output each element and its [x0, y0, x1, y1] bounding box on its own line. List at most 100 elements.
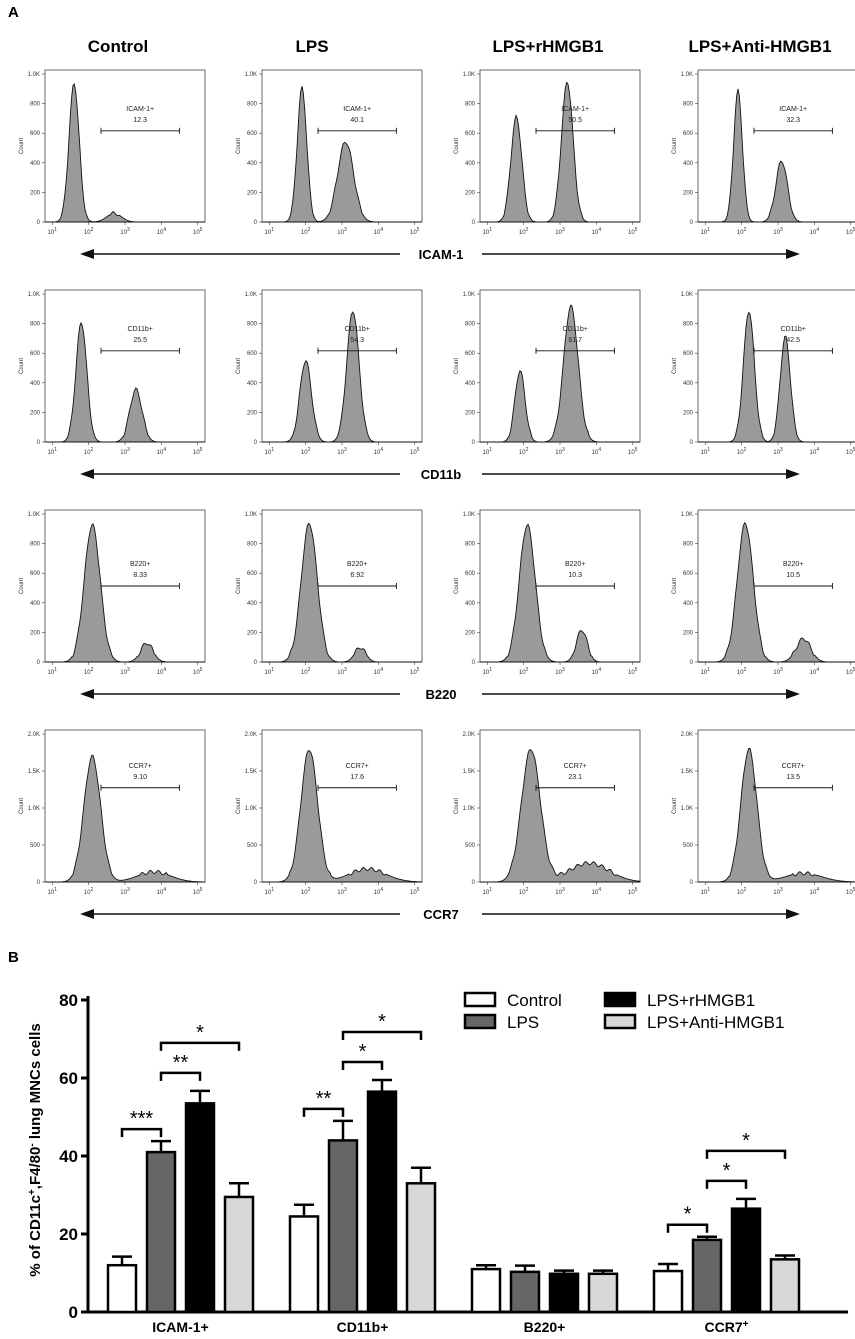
y-tick-label: 800	[30, 322, 41, 328]
y-tick-label: 600	[683, 351, 694, 357]
y-tick-label: 0	[690, 220, 694, 226]
arrow-head-left	[80, 909, 94, 919]
y-tick-label: 800	[247, 542, 258, 548]
arrow-head-left	[80, 249, 94, 259]
gate-value: 23.1	[568, 774, 582, 781]
y-tick-label: 200	[247, 190, 258, 196]
gate-value: 25.5	[133, 337, 147, 344]
x-tick-label: 101	[48, 667, 58, 676]
x-tick-label: 103	[773, 667, 783, 676]
y-tick-label: 60	[59, 1069, 78, 1088]
significance-label: *	[378, 1011, 386, 1033]
x-tick-label: 102	[301, 447, 311, 456]
histogram-curve	[698, 748, 855, 883]
y-tick-label: 2.0K	[28, 732, 40, 738]
x-tick-label: 102	[519, 227, 529, 236]
y-tick-label: 0	[472, 220, 476, 226]
histogram-curve	[262, 311, 422, 443]
y-tick-label: 1.0K	[463, 72, 475, 78]
x-tick-label: 101	[701, 887, 711, 896]
y-tick-label: 200	[465, 410, 476, 416]
x-tick-label: 104	[374, 447, 384, 456]
gate-label: CD11b+	[128, 326, 153, 333]
histogram-curve	[45, 523, 205, 663]
significance-label: *	[196, 1022, 204, 1044]
y-tick-label: 0	[37, 220, 41, 226]
y-tick-label: 0	[690, 880, 694, 886]
x-tick-label: 105	[846, 447, 855, 456]
bar-chart-panel: 0 20 40 60 80 % of CD11c+,F4/80- lung MNCs ce…	[27, 991, 848, 1335]
x-tick-label: 103	[555, 227, 565, 236]
x-tick-label: 103	[337, 667, 347, 676]
y-tick-label: 400	[683, 381, 694, 387]
gate-value: 50.5	[568, 117, 582, 124]
x-tick-label: 103	[120, 227, 130, 236]
y-tick-label: 600	[465, 571, 476, 577]
histogram-curve	[480, 523, 640, 663]
y-tick-label: 200	[247, 410, 258, 416]
x-tick-label: 105	[410, 667, 420, 676]
gate-label: CCR7+	[564, 763, 587, 770]
x-tick-label: 101	[48, 447, 58, 456]
histogram-plot: 0 500 1.0K 1.5K 2.0K 101 102 103 104 105 Count CCR7…	[454, 729, 641, 896]
x-tick-label: 104	[374, 227, 384, 236]
x-tick-label: 105	[410, 447, 420, 456]
y-tick-label: 400	[247, 161, 258, 167]
y-tick-label: 400	[465, 161, 476, 167]
bar	[509, 1270, 541, 1314]
gate-value: 40.1	[350, 117, 364, 124]
y-axis-label: Count	[454, 578, 460, 594]
histogram-curve	[262, 750, 423, 883]
y-tick-label: 500	[465, 843, 476, 849]
x-tick-label: 103	[337, 887, 347, 896]
y-axis-label: Count	[19, 798, 25, 814]
x-tick-label: 101	[265, 667, 275, 676]
x-tick-label: 101	[265, 887, 275, 896]
x-tick-label: 102	[737, 227, 747, 236]
histogram-plot: 0 200 400 600 800 1.0K 101 102 103 104 105 Count B22…	[19, 509, 206, 676]
y-tick-label: 400	[30, 381, 41, 387]
x-tick-label: 105	[846, 667, 855, 676]
histogram-curve	[698, 88, 855, 223]
arrow-head-right	[786, 469, 800, 479]
x-tick-label: 104	[157, 887, 167, 896]
x-tick-label: 104	[157, 447, 167, 456]
y-tick-label: 0	[37, 880, 41, 886]
bar	[730, 1207, 762, 1314]
y-tick-label: 0	[472, 440, 476, 446]
y-tick-label: 200	[30, 410, 41, 416]
histogram-curve	[45, 754, 206, 883]
column-title: LPS	[295, 37, 328, 56]
bar	[184, 1102, 216, 1314]
y-tick-label: 1.0K	[28, 72, 40, 78]
panel-a-label: A	[8, 4, 19, 21]
gate-value: 17.6	[350, 774, 364, 781]
x-tick-label: 102	[519, 887, 529, 896]
significance-label: *	[723, 1160, 731, 1182]
arrow-head-left	[80, 469, 94, 479]
y-tick-label: 200	[30, 190, 41, 196]
x-tick-label: 104	[157, 227, 167, 236]
histogram-plot: 0 200 400 600 800 1.0K 101 102 103 104 105 Count CD1…	[672, 289, 855, 456]
y-axis-label: Count	[454, 138, 460, 154]
x-tick-label: 105	[193, 887, 203, 896]
bar	[769, 1258, 801, 1314]
significance-bracket	[159, 1041, 241, 1051]
x-tick-label: 102	[519, 447, 529, 456]
bar	[548, 1272, 580, 1314]
y-axis-label: Count	[236, 358, 242, 374]
x-tick-label: 103	[555, 447, 565, 456]
y-tick-label: 800	[247, 102, 258, 108]
y-tick-label: 40	[59, 1147, 78, 1166]
x-tick-label: 105	[628, 447, 638, 456]
histogram-plot: 0 200 400 600 800 1.0K 101 102 103 104 105 Count CD1…	[454, 289, 641, 456]
legend-label: Control	[507, 991, 562, 1010]
y-tick-label: 0	[69, 1303, 78, 1322]
y-tick-label: 600	[30, 351, 41, 357]
x-tick-label: 103	[337, 227, 347, 236]
x-tick-label: 105	[193, 227, 203, 236]
histogram-curve	[698, 521, 855, 663]
category-label: CD11b+	[337, 1319, 389, 1335]
y-tick-label: 200	[247, 630, 258, 636]
y-tick-label: 0	[254, 660, 258, 666]
